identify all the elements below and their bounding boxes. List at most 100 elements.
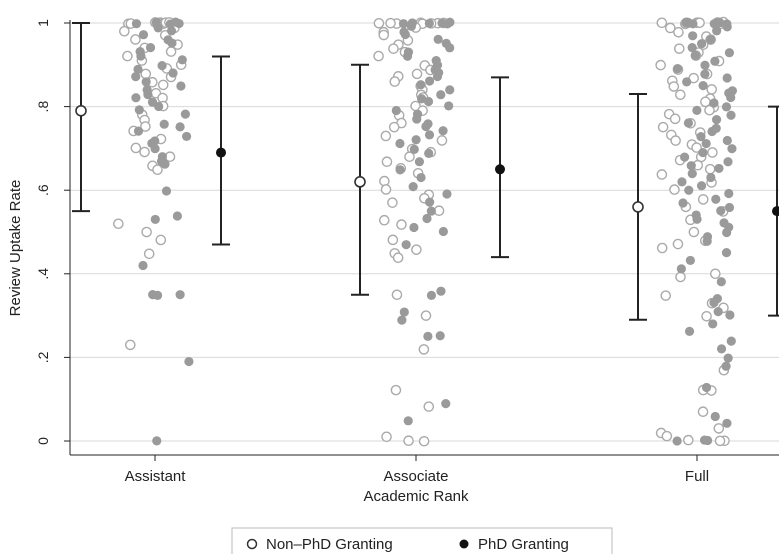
data-point (697, 406, 709, 418)
data-point (390, 384, 402, 396)
data-point (705, 34, 715, 45)
data-point (706, 84, 718, 95)
y-axis-title: Review Uptake Rate (7, 180, 24, 317)
data-point (442, 189, 452, 199)
data-point (722, 73, 732, 83)
data-point (722, 418, 732, 428)
data-point (686, 161, 696, 171)
data-point (166, 26, 177, 36)
data-point (424, 130, 435, 140)
data-point (696, 181, 707, 191)
data-point (411, 244, 422, 255)
data-point (441, 399, 451, 409)
mean-marker (772, 206, 779, 217)
data-point (711, 194, 721, 204)
data-point (150, 214, 160, 225)
data-point (113, 218, 124, 230)
data-point (726, 92, 736, 103)
data-point (409, 222, 419, 233)
data-point (418, 344, 430, 355)
data-point (722, 135, 732, 146)
data-point (678, 198, 688, 208)
data-point (131, 93, 141, 103)
data-point (422, 213, 432, 224)
data-point (704, 163, 716, 175)
data-point (409, 144, 419, 154)
data-point (665, 22, 676, 34)
data-point (398, 19, 409, 29)
data-point (406, 21, 417, 31)
data-point (701, 382, 712, 393)
data-point (721, 361, 731, 371)
x-tick-label: Assistant (125, 468, 187, 485)
data-point (381, 431, 392, 443)
data-point (700, 69, 710, 79)
data-point (152, 436, 162, 446)
data-point (423, 96, 434, 107)
mean-estimates (72, 22, 779, 321)
data-point (401, 240, 411, 250)
data-point (675, 271, 686, 283)
data-point (175, 290, 185, 300)
data-point (436, 90, 446, 100)
data-point (153, 290, 163, 300)
data-point (138, 260, 148, 271)
data-point (130, 142, 142, 154)
data-point (380, 184, 392, 195)
data-point (161, 186, 172, 196)
data-point (411, 135, 421, 145)
data-point (669, 113, 681, 125)
data-point (426, 206, 436, 216)
x-tick-label: Associate (383, 468, 448, 485)
axes: 0 .2 .4 .6 .8 1 Assistant Associate Full (35, 19, 779, 485)
legend-label: PhD Granting (478, 536, 569, 553)
y-tick-label: 0 (35, 437, 51, 445)
data-point (683, 434, 694, 446)
data-point (691, 142, 702, 153)
y-tick-label: 1 (35, 19, 51, 27)
data-point (131, 19, 142, 29)
data-point (724, 202, 735, 213)
data-point (408, 182, 418, 192)
mean-marker (632, 201, 644, 213)
mean-marker (75, 104, 87, 117)
data-point (387, 197, 398, 208)
data-point (421, 121, 431, 132)
data-point (444, 101, 454, 111)
data-point (709, 98, 719, 108)
data-point (145, 43, 156, 53)
data-point (388, 43, 399, 54)
data-point (424, 76, 435, 86)
data-point (139, 146, 150, 158)
data-point (175, 122, 185, 132)
data-point (655, 59, 666, 71)
data-point (380, 130, 392, 142)
data-point (159, 119, 169, 129)
legend-label: Non–PhD Granting (266, 536, 393, 553)
data-point (395, 138, 405, 149)
data-point (141, 77, 151, 87)
data-point (184, 356, 194, 367)
data-point (722, 227, 732, 238)
data-point (722, 22, 732, 32)
data-point (690, 51, 701, 61)
data-point (167, 38, 177, 48)
data-point (436, 135, 448, 146)
data-point (416, 80, 426, 90)
data-point (170, 17, 181, 27)
data-point (395, 165, 405, 175)
data-point (136, 51, 146, 61)
data-point (716, 277, 726, 287)
data-point (724, 188, 734, 199)
data-point (133, 126, 144, 136)
data-point (438, 126, 448, 136)
data-point (715, 17, 725, 28)
mean-marker (495, 164, 505, 175)
data-point (676, 264, 686, 274)
data-point (697, 194, 709, 205)
data-point (656, 169, 668, 180)
data-point (702, 435, 713, 446)
data-point (389, 76, 401, 87)
